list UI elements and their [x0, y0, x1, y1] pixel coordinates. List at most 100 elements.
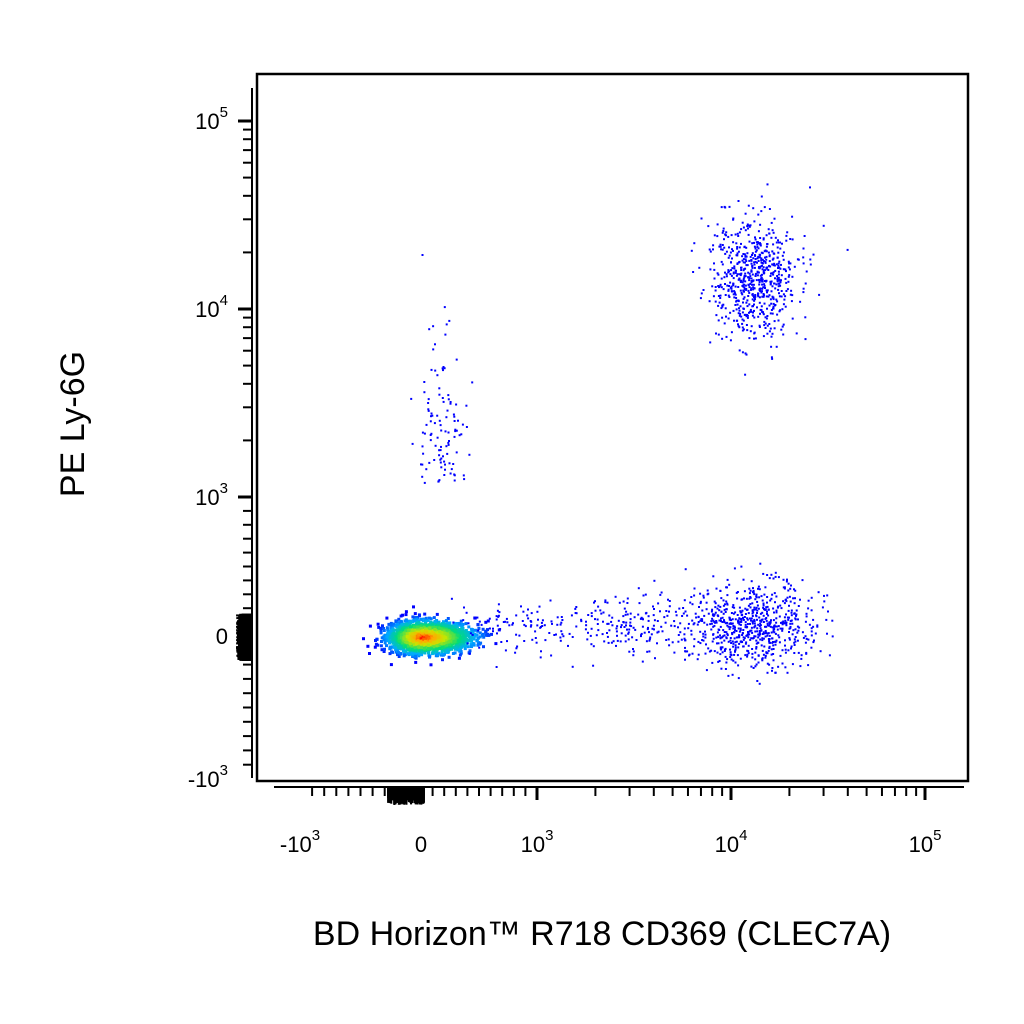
event-point	[762, 286, 765, 289]
event-point	[389, 625, 393, 629]
event-point	[664, 621, 667, 624]
event-point	[734, 611, 737, 614]
event-point	[495, 618, 498, 621]
event-point	[742, 328, 745, 331]
event-point	[765, 606, 768, 609]
event-point	[714, 621, 717, 624]
event-point	[744, 613, 747, 615]
event-point	[781, 621, 784, 624]
event-point	[464, 629, 468, 632]
event-point	[771, 332, 774, 335]
event-point	[786, 231, 789, 234]
event-point	[760, 195, 763, 198]
y-tick-base: 10	[195, 485, 219, 510]
event-point	[385, 637, 389, 640]
event-point	[816, 624, 819, 627]
event-point	[720, 307, 723, 310]
event-point	[747, 644, 750, 647]
event-point	[767, 649, 770, 652]
event-point	[703, 614, 706, 617]
x-tick-label: 0	[415, 832, 427, 857]
event-point	[757, 230, 760, 233]
event-point	[717, 333, 720, 336]
event-point	[744, 373, 747, 376]
event-point	[812, 618, 815, 621]
event-point	[417, 627, 420, 631]
event-point	[823, 600, 826, 603]
event-point	[757, 661, 760, 664]
event-point	[398, 636, 402, 640]
event-point	[790, 584, 792, 587]
event-point	[706, 623, 709, 626]
event-point	[382, 650, 386, 653]
event-point	[455, 429, 458, 432]
event-point	[421, 431, 424, 434]
event-point	[420, 629, 424, 633]
event-point	[368, 652, 371, 655]
event-point	[739, 289, 742, 292]
event-point	[768, 663, 771, 666]
event-point	[407, 629, 411, 632]
event-point	[712, 619, 715, 622]
event-point	[684, 568, 687, 571]
event-point	[764, 269, 767, 272]
event-point	[723, 631, 726, 633]
event-point	[787, 582, 790, 585]
event-point	[743, 268, 746, 270]
event-point	[774, 601, 776, 604]
event-point	[446, 634, 450, 638]
event-point	[617, 619, 620, 622]
event-point	[589, 634, 592, 637]
event-point	[461, 636, 465, 640]
event-point	[478, 631, 482, 635]
event-point	[386, 628, 390, 632]
event-point	[437, 480, 440, 483]
event-point	[783, 602, 786, 605]
event-point	[586, 638, 589, 641]
event-point	[447, 431, 450, 434]
event-point	[673, 651, 676, 654]
event-point	[743, 276, 746, 279]
event-point	[429, 434, 432, 436]
event-point	[757, 607, 760, 610]
event-point	[606, 632, 608, 634]
event-point	[393, 624, 397, 628]
event-point	[606, 635, 609, 638]
event-point	[802, 256, 805, 259]
event-point	[459, 630, 463, 634]
event-point	[398, 645, 402, 649]
event-point	[777, 267, 779, 269]
event-point	[725, 315, 727, 318]
event-point	[754, 247, 757, 250]
event-point	[769, 280, 772, 283]
event-point	[380, 636, 384, 640]
event-point	[753, 606, 756, 609]
event-point	[385, 626, 389, 630]
event-point	[766, 291, 768, 294]
event-point	[775, 609, 778, 612]
event-point	[727, 256, 730, 259]
event-point	[776, 278, 779, 281]
event-point	[789, 622, 792, 625]
event-point	[423, 481, 426, 484]
event-point	[735, 297, 738, 299]
event-point	[768, 623, 771, 626]
event-point	[779, 654, 782, 657]
event-point	[379, 644, 383, 648]
y-tick-label: 0	[216, 624, 228, 649]
event-point	[455, 451, 458, 454]
event-point	[762, 637, 765, 640]
event-point	[756, 261, 758, 264]
event-point	[775, 283, 778, 286]
event-point	[716, 223, 719, 226]
event-point	[725, 600, 728, 603]
event-point	[756, 612, 758, 614]
event-point	[763, 283, 766, 286]
event-point	[445, 650, 449, 653]
event-point	[764, 618, 767, 620]
event-point	[788, 604, 790, 607]
event-point	[434, 444, 437, 447]
event-point	[794, 636, 797, 638]
event-point	[789, 293, 792, 296]
event-point	[599, 609, 602, 612]
